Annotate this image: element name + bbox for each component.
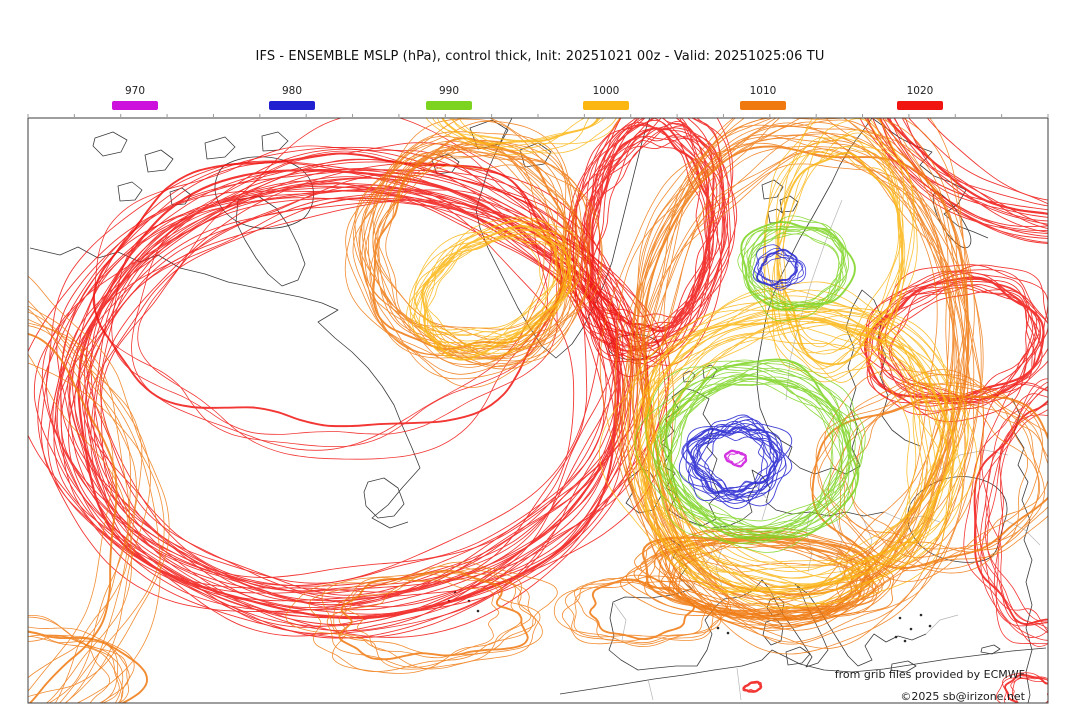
legend-item-980: 980 [269,85,315,110]
legend-swatch-990 [426,101,472,110]
chart-title: IFS - ENSEMBLE MSLP (hPa), control thick… [255,49,825,64]
legend-swatch-1010 [740,101,786,110]
legend-label: 980 [281,85,303,97]
legend-swatch-970 [112,101,158,110]
legend-label: 1010 [749,85,777,97]
legend-item-1010: 1010 [740,85,786,110]
legend-label: 1020 [906,85,934,97]
legend-swatch-1000 [583,101,629,110]
credit-ecmwf: from grib files provided by ECMWF [834,668,1025,681]
legend-item-990: 990 [426,85,472,110]
legend-label: 990 [438,85,460,97]
pressure-legend: 970 980 990 1000 1010 1020 [0,0,1080,115]
credit-copyright: ©2025 sb@irizone.net [900,690,1025,703]
legend-item-1020: 1020 [897,85,943,110]
legend-label: 970 [124,85,146,97]
legend-item-970: 970 [112,85,158,110]
legend-label: 1000 [592,85,620,97]
legend-item-1000: 1000 [583,85,629,110]
legend-swatch-980 [269,101,315,110]
legend-swatch-1020 [897,101,943,110]
